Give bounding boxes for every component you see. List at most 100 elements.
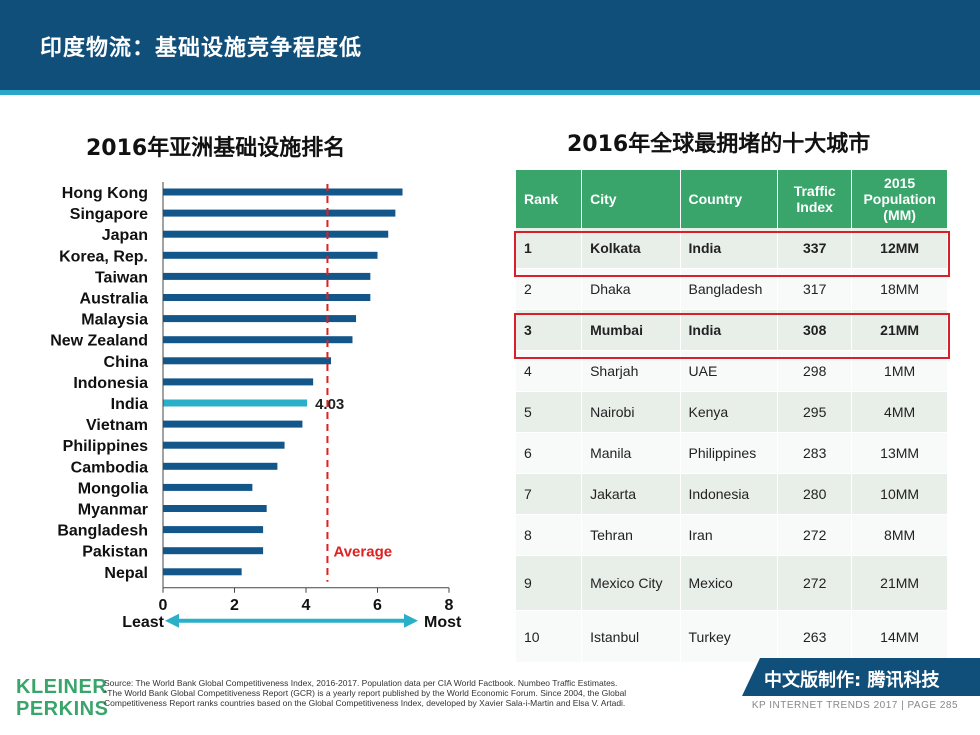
category-label: Pakistan <box>82 544 148 561</box>
cell-rank: 3 <box>516 309 583 351</box>
source-line-3: Competitiveness Report ranks countries b… <box>104 698 626 708</box>
cell-traffic-index: 337 <box>777 228 853 269</box>
cell-population: 21MM <box>851 555 948 611</box>
cell-population: 8MM <box>851 514 948 556</box>
table-row: 10 Istanbul Turkey 263 14MM <box>516 610 948 663</box>
cell-city: Manila <box>581 432 681 474</box>
page-footer: KP INTERNET TRENDS 2017 | PAGE 285 <box>751 700 958 711</box>
bar <box>163 505 267 512</box>
header-divider <box>0 90 980 95</box>
translation-badge: 中文版制作: 腾讯科技 <box>742 658 980 696</box>
highlight-box-mumbai <box>514 313 950 359</box>
bar <box>163 378 314 386</box>
badge-text: 中文版制作: 腾讯科技 <box>764 670 940 691</box>
header-country: Country <box>680 170 779 228</box>
cell-rank: 10 <box>516 610 583 663</box>
bar <box>163 441 285 449</box>
cell-rank: 5 <box>516 391 583 433</box>
bar <box>163 209 396 217</box>
category-label: Korea, Rep. <box>59 248 148 265</box>
cell-traffic-index: 263 <box>777 610 853 663</box>
source-line-2: *The World Bank Global Competitiveness R… <box>104 688 627 698</box>
category-label: Australia <box>80 291 149 308</box>
bar <box>163 357 332 365</box>
category-label: Hong Kong <box>62 185 148 202</box>
bar <box>163 399 308 407</box>
infrastructure-bar-chart: Hong Kong Singapore Japan Korea, Rep. Taiwan… <box>50 182 462 631</box>
category-label: Myanmar <box>78 502 148 519</box>
cell-traffic-index: 280 <box>777 473 853 515</box>
category-label: New Zealand <box>50 333 148 350</box>
cell-rank: 9 <box>516 555 583 611</box>
bar <box>163 420 303 428</box>
category-label: Nepal <box>104 565 148 582</box>
cell-rank: 7 <box>516 473 583 515</box>
cell-country: Philippines <box>680 432 779 474</box>
x-tick-label: 4 <box>302 597 311 614</box>
x-tick-label: 2 <box>230 597 239 614</box>
table-row: 3 Mumbai India 308 21MM <box>516 309 948 351</box>
cell-country: Turkey <box>680 610 779 663</box>
table-row: 8 Tehran Iran 272 8MM <box>516 514 948 556</box>
bar <box>163 188 403 196</box>
category-label: Mongolia <box>78 480 148 497</box>
table-row: 9 Mexico City Mexico 272 21MM <box>516 555 948 611</box>
header-population: 2015 Population (MM) <box>851 170 948 228</box>
source-note: Source: The World Bank Global Competitiv… <box>104 678 704 708</box>
x-tick-label: 8 <box>445 597 454 614</box>
bar <box>163 547 264 555</box>
cell-traffic-index: 308 <box>777 309 853 351</box>
bar <box>163 526 264 534</box>
kleiner-perkins-logo: KLEINER PERKINS <box>16 676 108 720</box>
table-header-row: Rank City Country Traffic Index 2015 Pop… <box>516 170 948 228</box>
category-label: Bangladesh <box>57 523 148 540</box>
category-label: Vietnam <box>86 417 148 434</box>
cell-population: 14MM <box>851 610 948 663</box>
bar <box>163 315 357 323</box>
category-label: Malaysia <box>81 312 148 329</box>
cell-city: Jakarta <box>581 473 681 515</box>
category-label: Taiwan <box>95 269 148 286</box>
cell-population: 10MM <box>851 473 948 515</box>
bar <box>163 251 378 259</box>
bar <box>163 568 242 576</box>
average-label: Average <box>333 544 392 561</box>
table-title: 2016年全球最拥堵的十大城市 <box>567 132 871 157</box>
cell-population: 4MM <box>851 391 948 433</box>
cell-city: Istanbul <box>581 610 681 663</box>
table-row: 7 Jakarta Indonesia 280 10MM <box>516 473 948 515</box>
page-title: 印度物流：基础设施竞争程度低 <box>40 36 363 61</box>
bar <box>163 462 278 470</box>
table-row: 1 Kolkata India 337 12MM <box>516 228 948 269</box>
cell-city: Kolkata <box>581 228 681 269</box>
bar <box>163 483 253 491</box>
chart-title: 2016年亚洲基础设施排名 <box>86 136 346 161</box>
cell-traffic-index: 272 <box>777 514 853 556</box>
cell-population: 12MM <box>851 228 948 269</box>
table-row: 5 Nairobi Kenya 295 4MM <box>516 391 948 433</box>
x-tick-label: 6 <box>373 597 382 614</box>
congestion-table: Rank City Country Traffic Index 2015 Pop… <box>516 170 948 663</box>
header-bar <box>0 0 980 90</box>
most-label: Most <box>424 614 462 631</box>
category-label: Cambodia <box>71 459 148 476</box>
cell-traffic-index: 295 <box>777 391 853 433</box>
cell-rank: 6 <box>516 432 583 474</box>
source-line-1: Source: The World Bank Global Competitiv… <box>104 678 618 688</box>
cell-city: Nairobi <box>581 391 681 433</box>
highlight-box-kolkata <box>514 231 950 277</box>
cell-population: 13MM <box>851 432 948 474</box>
logo-line-2: PERKINS <box>16 698 109 720</box>
cell-country: Indonesia <box>680 473 779 515</box>
cell-country: Mexico <box>680 555 779 611</box>
data-label: 4.03 <box>315 396 344 413</box>
cell-country: India <box>680 228 779 269</box>
bar <box>163 272 371 280</box>
bar <box>163 230 389 238</box>
category-label: China <box>104 354 149 371</box>
x-tick-label: 0 <box>159 597 168 614</box>
cell-population: 21MM <box>851 309 948 351</box>
header-traffic-index: Traffic Index <box>777 170 853 228</box>
bar <box>163 294 371 301</box>
cell-traffic-index: 283 <box>777 432 853 474</box>
